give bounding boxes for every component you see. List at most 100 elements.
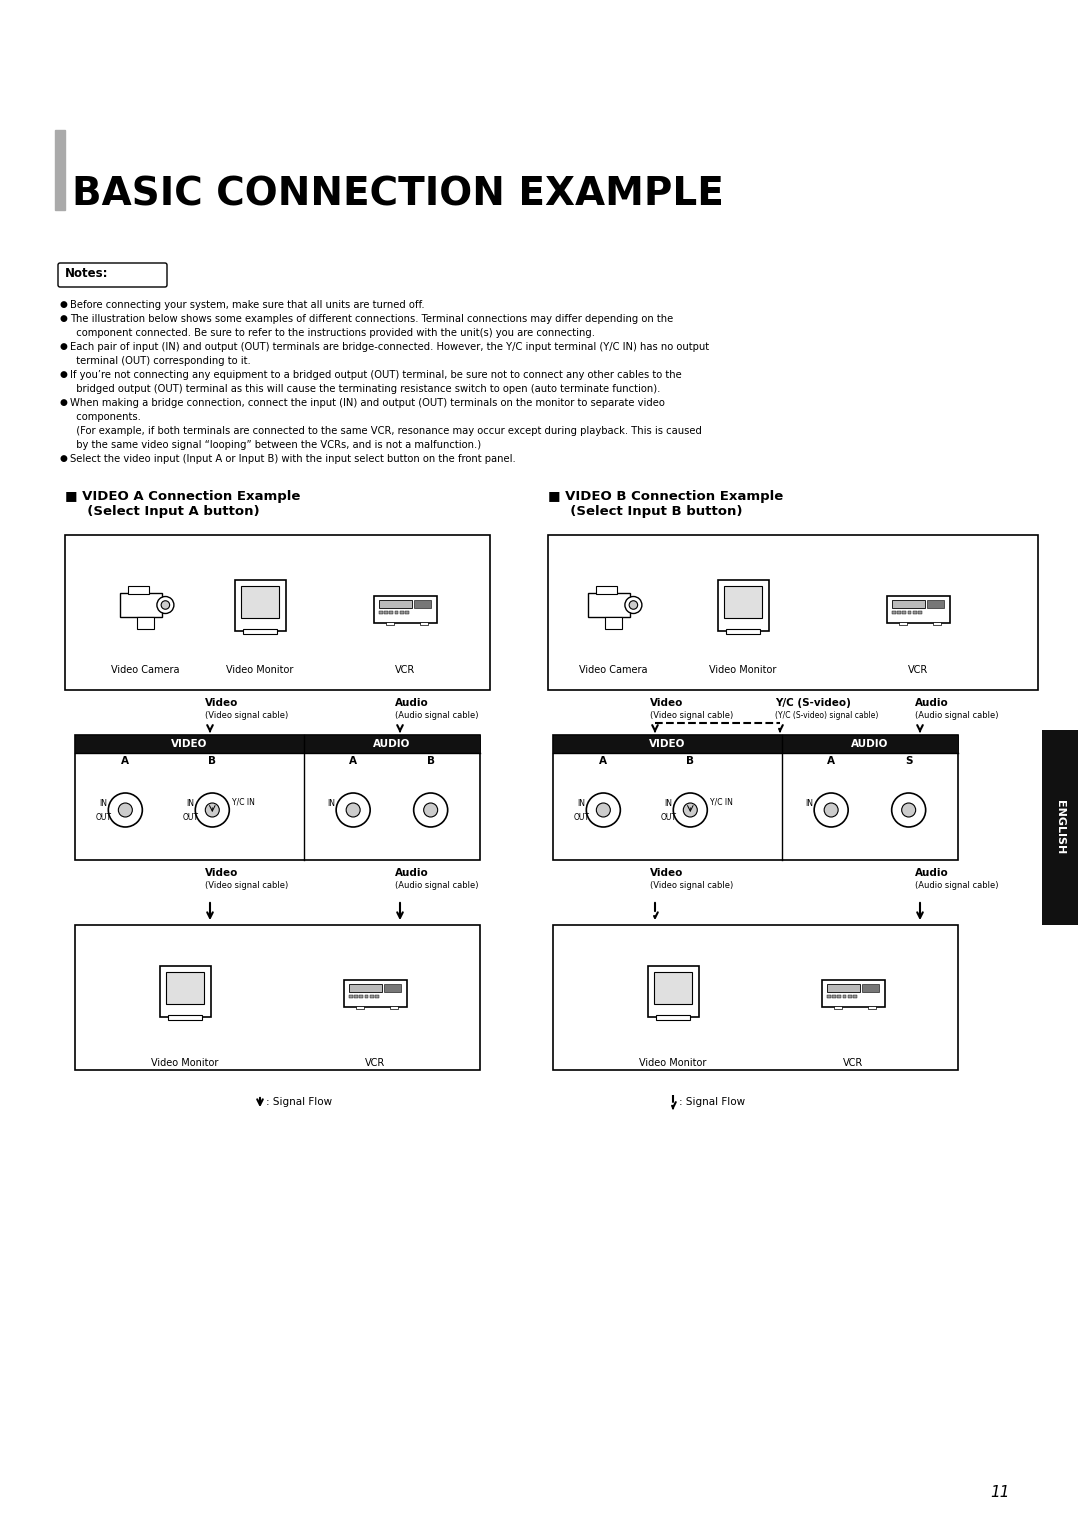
Bar (837, 995, 841, 998)
Text: OUT: OUT (573, 813, 590, 822)
Text: ●: ● (60, 342, 68, 351)
Bar (379, 611, 382, 614)
Text: ●: ● (60, 370, 68, 379)
Text: (Audio signal cable): (Audio signal cable) (395, 882, 478, 889)
Bar (243, 630, 276, 634)
Bar (842, 995, 847, 998)
Text: Video Monitor: Video Monitor (227, 665, 294, 675)
Circle shape (586, 793, 620, 827)
Bar (303, 735, 480, 753)
Text: B: B (208, 756, 216, 766)
Text: bridged output (OUT) terminal as this will cause the terminating resistance swit: bridged output (OUT) terminal as this wi… (70, 384, 660, 394)
Text: If you’re not connecting any equipment to a bridged output (OUT) terminal, be su: If you’re not connecting any equipment t… (70, 370, 681, 380)
Text: Notes:: Notes: (65, 267, 108, 280)
Text: When making a bridge connection, connect the input (IN) and output (OUT) termina: When making a bridge connection, connect… (70, 397, 665, 408)
Bar (822, 979, 885, 1007)
Text: IN: IN (806, 799, 813, 808)
Text: Each pair of input (IN) and output (OUT) terminals are bridge-connected. However: Each pair of input (IN) and output (OUT)… (70, 342, 710, 351)
Text: VCR: VCR (908, 665, 928, 675)
Text: (Video signal cable): (Video signal cable) (205, 882, 288, 889)
Text: IN: IN (327, 799, 335, 808)
Text: VCR: VCR (395, 665, 415, 675)
Text: (Video signal cable): (Video signal cable) (650, 882, 733, 889)
Bar (241, 585, 279, 617)
Text: component connected. Be sure to refer to the instructions provided with the unit: component connected. Be sure to refer to… (70, 329, 595, 338)
Text: VIDEO: VIDEO (649, 740, 686, 749)
Bar (588, 593, 630, 617)
Text: IN: IN (578, 799, 585, 808)
Bar (160, 966, 211, 1016)
Circle shape (119, 804, 133, 817)
Text: Video: Video (650, 698, 684, 707)
Text: (Select Input B button): (Select Input B button) (561, 504, 743, 518)
Text: Before connecting your system, make sure that all units are turned off.: Before connecting your system, make sure… (70, 299, 424, 310)
Text: AUDIO: AUDIO (374, 740, 410, 749)
Bar (827, 984, 860, 992)
Text: Audio: Audio (915, 868, 948, 879)
Text: Y/C (S-video): Y/C (S-video) (775, 698, 851, 707)
Bar (907, 611, 912, 614)
Bar (375, 995, 379, 998)
Bar (913, 611, 917, 614)
Bar (887, 596, 949, 622)
Bar (379, 601, 411, 608)
Bar (848, 995, 851, 998)
Bar (400, 611, 404, 614)
Text: Audio: Audio (915, 698, 948, 707)
Circle shape (336, 793, 370, 827)
Circle shape (157, 596, 174, 614)
Text: VCR: VCR (842, 1057, 863, 1068)
Text: Video Monitor: Video Monitor (151, 1057, 218, 1068)
Text: Video Monitor: Video Monitor (710, 665, 777, 675)
Bar (65, 535, 490, 691)
Bar (553, 735, 958, 860)
Bar (390, 1005, 397, 1008)
Circle shape (347, 804, 360, 817)
Bar (136, 617, 153, 630)
Bar (356, 1005, 364, 1008)
Text: (Y/C (S-video) signal cable): (Y/C (S-video) signal cable) (775, 711, 878, 720)
Circle shape (423, 804, 437, 817)
Bar (75, 735, 480, 860)
Bar (374, 596, 436, 622)
Bar (834, 1005, 841, 1008)
Text: A: A (121, 756, 130, 766)
Bar (648, 966, 699, 1016)
Bar (717, 579, 769, 631)
Text: ●: ● (60, 454, 68, 463)
Text: B: B (427, 756, 434, 766)
Bar (354, 995, 357, 998)
Text: ■ VIDEO A Connection Example: ■ VIDEO A Connection Example (65, 490, 300, 503)
Text: B: B (686, 756, 694, 766)
Circle shape (596, 804, 610, 817)
Circle shape (108, 793, 143, 827)
Bar (389, 611, 393, 614)
Bar (129, 587, 149, 594)
Bar (892, 611, 895, 614)
Bar (369, 995, 374, 998)
Bar (927, 601, 944, 608)
Bar (918, 611, 921, 614)
Bar (900, 622, 907, 625)
Bar (168, 1015, 202, 1021)
Bar (868, 1005, 876, 1008)
Circle shape (630, 601, 637, 610)
Text: (For example, if both terminals are connected to the same VCR, resonance may occ: (For example, if both terminals are conn… (70, 426, 702, 435)
Text: IN: IN (99, 799, 107, 808)
Text: (Audio signal cable): (Audio signal cable) (395, 711, 478, 720)
Text: Select the video input (Input A or Input B) with the input select button on the : Select the video input (Input A or Input… (70, 454, 516, 465)
Text: IN: IN (664, 799, 672, 808)
Circle shape (673, 793, 707, 827)
Bar (414, 601, 431, 608)
Text: terminal (OUT) corresponding to it.: terminal (OUT) corresponding to it. (70, 356, 251, 367)
Text: OUT: OUT (95, 813, 111, 822)
Text: OUT: OUT (183, 813, 199, 822)
Bar (832, 995, 836, 998)
Text: A: A (827, 756, 835, 766)
Text: Audio: Audio (395, 868, 429, 879)
Bar (782, 735, 958, 753)
Bar (827, 995, 831, 998)
Text: (Select Input A button): (Select Input A button) (78, 504, 259, 518)
Text: Video: Video (205, 868, 239, 879)
Text: Video Camera: Video Camera (111, 665, 179, 675)
